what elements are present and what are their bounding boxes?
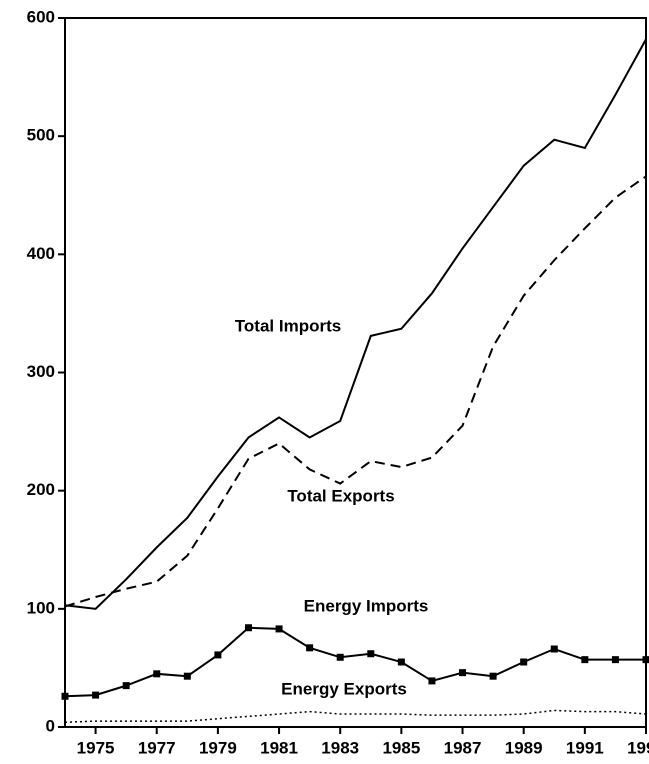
y-tick-label: 600 xyxy=(27,7,55,26)
marker xyxy=(122,682,130,690)
marker xyxy=(642,656,649,664)
marker xyxy=(306,644,314,652)
x-tick-label: 1985 xyxy=(382,738,420,757)
marker xyxy=(92,691,100,699)
series-label: Total Imports xyxy=(235,316,341,335)
marker xyxy=(611,656,619,664)
y-tick-label: 0 xyxy=(46,716,55,735)
marker xyxy=(61,692,69,700)
y-tick-label: 100 xyxy=(27,598,55,617)
plot-frame xyxy=(64,17,647,728)
marker xyxy=(367,650,375,658)
marker xyxy=(183,672,191,680)
marker xyxy=(336,653,344,661)
marker xyxy=(153,670,161,678)
marker xyxy=(459,669,467,677)
x-tick-label: 1979 xyxy=(199,738,237,757)
x-tick-label: 1975 xyxy=(77,738,115,757)
x-tick-label: 1991 xyxy=(566,738,604,757)
series-line xyxy=(64,626,646,698)
marker xyxy=(428,677,436,685)
y-tick-label: 500 xyxy=(27,126,55,145)
marker xyxy=(397,658,405,666)
series-label: Energy Exports xyxy=(281,679,407,698)
marker xyxy=(244,624,252,632)
x-tick-label: 1989 xyxy=(505,738,543,757)
x-tick-label: 1977 xyxy=(138,738,176,757)
series-line xyxy=(64,175,647,608)
series-line xyxy=(64,38,647,610)
series-label: Energy Imports xyxy=(304,596,429,615)
y-tick-label: 200 xyxy=(27,480,55,499)
marker xyxy=(581,656,589,664)
y-tick-label: 400 xyxy=(27,244,55,263)
x-tick-label: 1987 xyxy=(444,738,482,757)
marker xyxy=(489,672,497,680)
series-label: Total Exports xyxy=(287,486,394,505)
x-tick-label: 1981 xyxy=(260,738,298,757)
marker xyxy=(520,658,528,666)
marker xyxy=(275,625,283,633)
x-tick-label: 1983 xyxy=(321,738,359,757)
series-line xyxy=(64,709,647,724)
marker xyxy=(550,645,558,653)
x-tick-label: 1993 xyxy=(627,738,649,757)
y-tick-label: 300 xyxy=(27,362,55,381)
marker xyxy=(214,651,222,659)
